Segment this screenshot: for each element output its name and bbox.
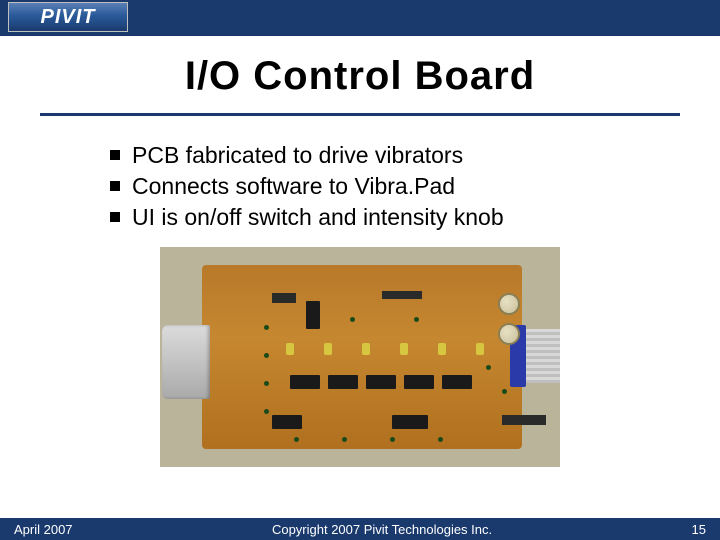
capacitor-icon bbox=[400, 343, 408, 355]
footer-date: April 2007 bbox=[14, 522, 73, 537]
slide-title: I/O Control Board bbox=[0, 54, 720, 99]
pcb-board bbox=[202, 265, 522, 449]
ic-chip-icon bbox=[442, 375, 472, 389]
potentiometer-icon bbox=[498, 323, 520, 345]
footer-bar: April 2007 Copyright 2007 Pivit Technolo… bbox=[0, 518, 720, 540]
bullet-item: PCB fabricated to drive vibrators bbox=[110, 140, 720, 171]
capacitor-icon bbox=[286, 343, 294, 355]
pin-header-icon bbox=[272, 293, 296, 303]
pcb-photo bbox=[160, 247, 560, 467]
brand-logo-text: PIVIT bbox=[40, 6, 95, 29]
capacitor-icon bbox=[476, 343, 484, 355]
ic-chip-icon bbox=[272, 415, 302, 429]
bullet-item: UI is on/off switch and intensity knob bbox=[110, 202, 720, 233]
bullet-item: Connects software to Vibra.Pad bbox=[110, 171, 720, 202]
ic-chip-icon bbox=[306, 301, 320, 329]
pin-header-icon bbox=[502, 415, 546, 425]
brand-logo: PIVIT bbox=[8, 2, 128, 32]
db25-connector-icon bbox=[162, 325, 210, 399]
ic-chip-icon bbox=[290, 375, 320, 389]
pin-header-icon bbox=[382, 291, 422, 299]
capacitor-icon bbox=[324, 343, 332, 355]
capacitor-icon bbox=[438, 343, 446, 355]
ic-chip-icon bbox=[404, 375, 434, 389]
potentiometer-icon bbox=[498, 293, 520, 315]
ic-chip-icon bbox=[392, 415, 428, 429]
header-bar: PIVIT bbox=[0, 0, 720, 36]
footer-page-number: 15 bbox=[692, 522, 706, 537]
capacitor-icon bbox=[362, 343, 370, 355]
bullet-list: PCB fabricated to drive vibrators Connec… bbox=[110, 140, 720, 233]
ic-chip-icon bbox=[328, 375, 358, 389]
ic-chip-icon bbox=[366, 375, 396, 389]
footer-copyright: Copyright 2007 Pivit Technologies Inc. bbox=[73, 522, 692, 537]
title-underline bbox=[40, 113, 680, 116]
